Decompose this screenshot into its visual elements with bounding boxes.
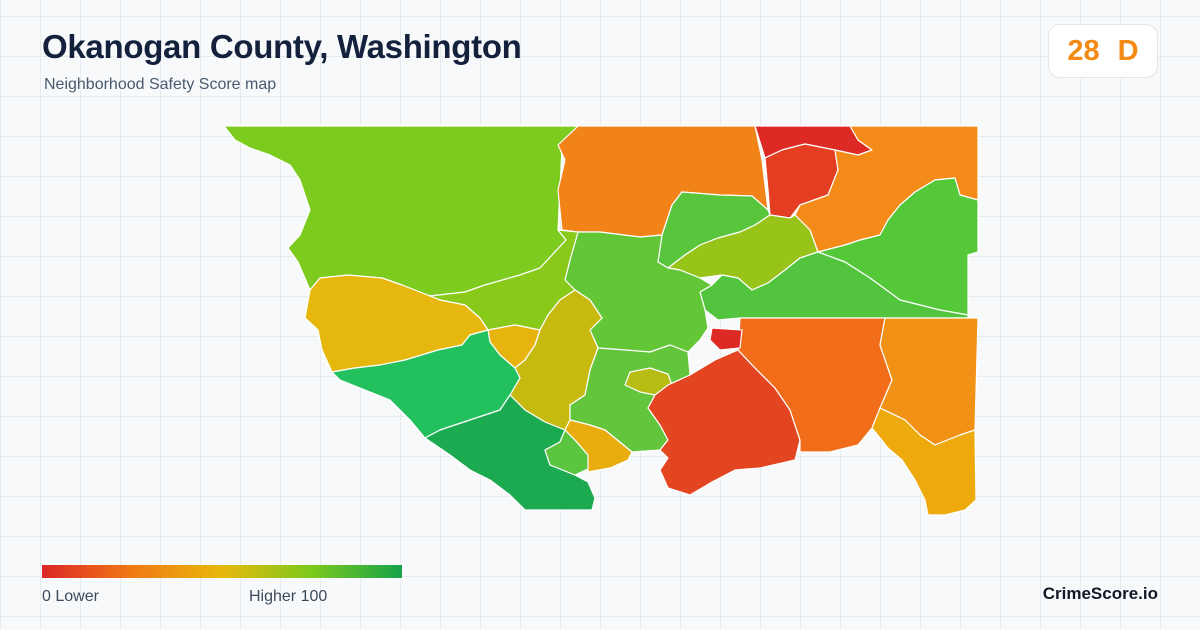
legend-low-label: 0 Lower [42, 588, 99, 605]
grade-letter: D [1117, 34, 1139, 67]
legend-gradient-bar [42, 565, 402, 578]
page-subtitle: Neighborhood Safety Score map [44, 76, 277, 93]
region-northwest[interactable] [223, 125, 579, 297]
region-southwest-green[interactable] [331, 329, 521, 439]
legend-high-label: Higher 100 [249, 588, 328, 605]
score-value: 28 [1067, 34, 1100, 67]
brand-logo-text: CrimeScore.io [1042, 584, 1158, 603]
region-city-red[interactable] [709, 327, 743, 351]
page-title: Okanogan County, Washington [42, 28, 522, 65]
region-south-yellow[interactable] [564, 419, 633, 473]
region-southeast-tail[interactable] [871, 407, 977, 516]
score-badge: 28 D [1048, 24, 1158, 78]
